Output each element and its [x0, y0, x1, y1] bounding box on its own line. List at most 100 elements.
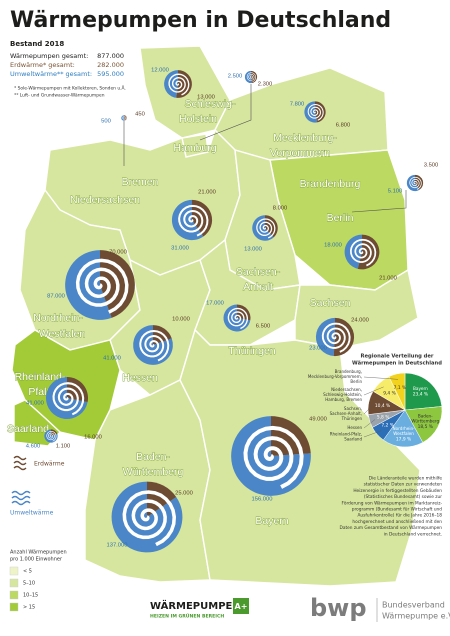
method-note: Die Länderanteile wurden mithilfestatist… — [340, 476, 443, 538]
state-circles: 12.000 13.000 2.500 2.300 7.800 6.800 500 450 31… — [26, 68, 439, 553]
erdwaerme-label: 2.300 — [258, 82, 273, 88]
erdwaerme-wedge — [147, 481, 177, 517]
pie-label: Niedersachsen, — [331, 387, 362, 392]
state-name: Hamburg — [173, 142, 216, 154]
density-label: < 5 — [23, 569, 32, 575]
note-line: programm (Bundesamt für Wirtschaft und — [352, 507, 443, 513]
spiral — [246, 72, 256, 83]
spiral — [307, 103, 324, 121]
umweltwaerme-label: 2.500 — [228, 74, 243, 80]
pie-slice — [388, 372, 406, 411]
logo-badge: A+ — [235, 602, 248, 611]
state-name: Bayern — [255, 515, 288, 527]
density-label: > 15 — [23, 605, 35, 611]
umweltwaerme-label: 23.000 — [309, 346, 327, 352]
map: Schleswig- Holstein Hamburg Mecklenburg-Vor… — [7, 45, 421, 587]
pie-label: Mecklenburg-Vorpommern, — [308, 374, 362, 379]
pie-value: 5,8 % — [377, 414, 390, 420]
spiral — [139, 329, 170, 362]
logo-claim: HEIZEN IM GRÜNEN BEREICH — [150, 613, 224, 620]
logo-bwp: bwp — [310, 594, 367, 622]
logo-waermepumpe: WÄRMEPUMPE — [150, 598, 233, 612]
spiral — [227, 307, 249, 330]
erdwaerme-label: 70.000 — [109, 250, 127, 256]
erdwaerme-label: 450 — [135, 112, 145, 118]
umweltwaerme-label: 12.000 — [151, 68, 169, 74]
state-name: Pfalz — [28, 386, 51, 398]
density-label: 10–15 — [23, 593, 38, 599]
pie-slice — [404, 406, 443, 443]
pie-leader — [363, 386, 384, 396]
state-name: Rheinland- — [15, 371, 66, 383]
note-line: (Statistisches Bundesamt) sowie zur — [364, 494, 442, 500]
density-label: 5–10 — [23, 581, 35, 587]
logo-org: Bundesverband Wärmepumpe e.V. — [382, 601, 450, 621]
note-line: Förderung von Wärmepumpen im Marktanreiz… — [342, 500, 443, 506]
state-name: Baden- — [136, 451, 170, 463]
pie-label: Nordrhein- — [392, 426, 415, 431]
pie-leader — [363, 430, 382, 438]
pie-label: Sachsen-Anhalt, — [330, 411, 362, 416]
state-name: Westfalen — [39, 328, 86, 340]
pie-leader — [363, 403, 375, 415]
state-name: Nordrhein- — [33, 312, 83, 324]
spiral — [168, 73, 190, 96]
umweltwaerme-label: 4.600 — [26, 444, 41, 450]
umweltwaerme-label: 5.100 — [388, 189, 403, 195]
spiral — [75, 258, 129, 314]
logo-org-line: Wärmepumpe e.V. — [382, 612, 450, 621]
total-label: Erdwärme* gesamt: — [10, 61, 75, 69]
umweltwaerme-label: 17.000 — [206, 301, 224, 307]
spiral — [256, 218, 276, 239]
state-name: Sachsen — [310, 297, 351, 309]
pie-title: Wärmepumpen in Deutschland — [352, 361, 442, 367]
state-name: Brandenburg — [300, 178, 361, 190]
spiral — [122, 490, 177, 547]
pie-label: Schleswig-Holstein, — [323, 392, 362, 397]
umweltwaerme-label: 7.800 — [290, 102, 305, 108]
umweltwaerme-label: 500 — [101, 119, 111, 125]
pie-label: Saarland — [344, 436, 362, 441]
erdwaerme-label: 24.000 — [351, 318, 369, 324]
erdwaerme-label: 6.800 — [336, 123, 351, 129]
erdwaerme-label: 1.100 — [56, 444, 71, 450]
state-name: Vorpommern — [270, 147, 330, 159]
leader-line — [199, 84, 252, 141]
pie-value: 10,4 % — [375, 403, 390, 409]
footnote: ** Luft- und Grundwasser-Wärmepumpen — [14, 93, 105, 99]
spiral — [321, 322, 351, 353]
logo-org-line: Bundesverband — [382, 601, 445, 610]
pie-slice — [382, 409, 424, 448]
pie-value: 7,1 % — [394, 385, 407, 391]
erdwaerme-label: 3.500 — [424, 163, 439, 169]
state-name: Württemberg — [123, 466, 184, 478]
total-value: 877.000 — [97, 52, 124, 60]
spiral — [178, 204, 209, 237]
spiral — [122, 115, 127, 121]
pie-value: 18,5 % — [418, 424, 433, 430]
state-name: Schleswig- — [185, 98, 236, 110]
spiral — [409, 176, 422, 190]
total-label: Wärmepumpen gesamt: — [10, 52, 88, 60]
pie-label: Baden- — [418, 414, 433, 419]
umweltwaerme-label: 31.000 — [171, 246, 189, 252]
total-value: 282.000 — [97, 61, 124, 69]
erdwaerme-wedge — [357, 234, 380, 270]
density-title: pro 1.000 Einwohner — [10, 557, 63, 563]
note-line: Ausfuhrkontrolle) für die Jahre 2016–18 — [357, 513, 442, 519]
state-name: Thüringen — [228, 345, 275, 357]
umweltwaerme-icon — [11, 490, 31, 506]
note-line: statistischer Daten zur verwendeten — [364, 482, 443, 488]
umweltwaerme-wedge — [244, 70, 252, 84]
state-name: Niedersachsen — [70, 194, 140, 206]
state-name: Saarland — [7, 423, 49, 435]
state-name: Holstein — [179, 113, 217, 125]
spiral — [243, 425, 304, 489]
erdwaerme-label: 25.000 — [175, 491, 193, 497]
density-swatch — [9, 566, 19, 576]
pie-label: Rheinland-Pfalz, — [330, 432, 362, 437]
spiral — [46, 430, 57, 442]
spiral — [52, 382, 85, 416]
